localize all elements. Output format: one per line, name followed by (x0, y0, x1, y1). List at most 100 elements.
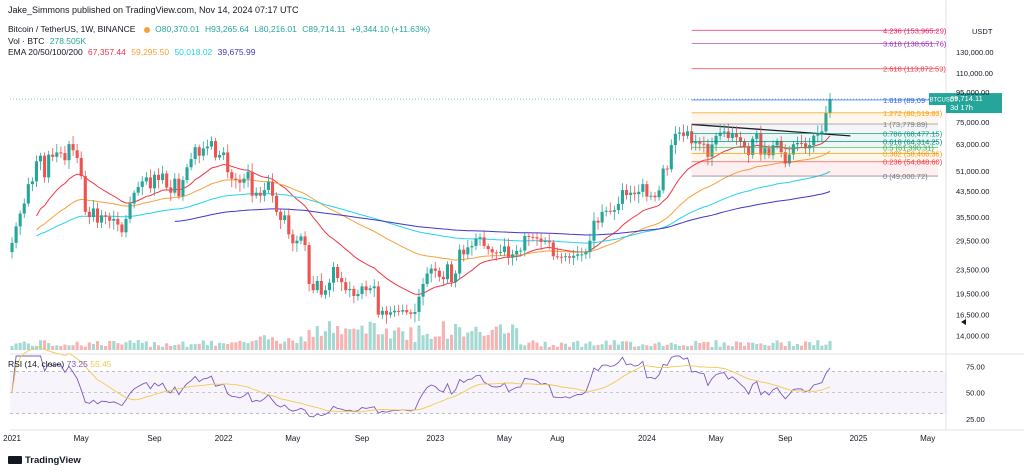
candle-body (568, 256, 572, 258)
volume-bar (189, 344, 193, 350)
candle-body (771, 145, 775, 156)
fib-level-label: 2.618 (113,872.59) (883, 65, 946, 74)
volume-bar (161, 346, 165, 350)
volume-bar (303, 341, 307, 350)
candle-body (311, 283, 315, 291)
ohlc-low: L80,216.01 (254, 24, 297, 34)
volume-bar (197, 343, 201, 350)
volume-bar (629, 341, 633, 350)
candle-body (177, 178, 181, 197)
candle-body (572, 255, 576, 258)
candle-body (657, 190, 661, 198)
fib-band (691, 161, 938, 177)
volume-bar (331, 332, 336, 350)
price-axis-tick: 14,000.00 (956, 332, 989, 341)
volume-bar (702, 341, 706, 350)
volume-bar (307, 329, 311, 350)
volume-bar (234, 342, 238, 350)
volume-bar (222, 343, 226, 350)
volume-bar (340, 334, 344, 350)
candle-body (779, 140, 783, 153)
candle-body (401, 310, 405, 312)
candle-body (474, 238, 478, 246)
candle-body (641, 184, 645, 192)
candle-body (238, 180, 242, 183)
symbol-line: Bitcoin / TetherUS, 1W, BINANCE O80,370.… (8, 24, 433, 34)
candle-body (649, 195, 653, 197)
volume-bar (108, 340, 112, 350)
volume-bar (169, 345, 173, 350)
volume-bar (323, 331, 327, 350)
fib-band (691, 153, 938, 162)
volume-bar (112, 340, 116, 350)
time-axis-tick: May (920, 434, 935, 443)
volume-bar (71, 345, 75, 350)
volume-bar (547, 346, 551, 350)
volume-bar (441, 321, 445, 350)
candle-body (161, 173, 165, 181)
tradingview-brand[interactable]: TradingView (8, 455, 81, 466)
volume-bar (690, 345, 694, 350)
price-axis-tick: 51,000.00 (956, 167, 989, 176)
volume-bar (79, 345, 83, 350)
time-axis-tick: Aug (550, 434, 564, 443)
volume-bar (254, 340, 258, 350)
candle-body (152, 174, 157, 189)
volume-bar (327, 321, 332, 350)
volume-bar (250, 341, 254, 350)
volume-bar (75, 341, 79, 350)
candle-body (344, 282, 348, 291)
volume-bar (824, 344, 828, 350)
candle-body (79, 157, 83, 177)
candle-body (226, 152, 230, 173)
volume-value: 278.505K (49, 36, 87, 46)
current-price-value: 89,714.11 (950, 94, 983, 103)
candle-body (393, 310, 397, 313)
volume-bar (425, 333, 429, 350)
candle-body (230, 172, 234, 179)
candle-body (189, 159, 193, 168)
ema200-value: 39,675.99 (217, 47, 256, 57)
candle-body (360, 286, 364, 295)
candle-body (690, 131, 694, 144)
candle-body (633, 192, 637, 195)
volume-bar (120, 344, 124, 350)
volume-bar (148, 346, 152, 350)
candle-body (787, 154, 791, 164)
volume-bar (372, 322, 376, 350)
ema50-line (36, 150, 831, 261)
volume-bar (673, 344, 677, 350)
candle-body (706, 144, 710, 157)
candle-body (722, 131, 726, 133)
time-axis-tick: May (497, 434, 512, 443)
volume-bar (47, 343, 51, 350)
ohlc-change: +9,344.10 (+11.63%) (350, 24, 431, 34)
candle-body (307, 245, 311, 284)
candle-body (795, 142, 800, 145)
price-axis-tick: 63,000.00 (956, 140, 989, 149)
candle-body (576, 254, 580, 256)
ohlc-high: H93,265.64 (204, 24, 249, 34)
volume-bar (185, 346, 189, 350)
volume-bar (128, 340, 132, 350)
candle-body (181, 180, 185, 197)
time-axis-tick: May (74, 434, 89, 443)
price-axis-tick: 110,000.00 (956, 69, 993, 78)
ohlc-close: C89,714.11 (302, 24, 346, 34)
candle-body (120, 224, 124, 233)
volume-bar (572, 342, 576, 350)
ema100-value: 50,018.02 (174, 47, 213, 57)
volume-bar (156, 345, 161, 350)
volume-bar (531, 340, 535, 350)
volume-bar (527, 342, 531, 350)
candle-body (83, 176, 87, 212)
volume-bar (608, 344, 612, 350)
candle-body (315, 280, 319, 291)
volume-bar (734, 341, 738, 350)
candle-body (535, 237, 539, 239)
candle-body (67, 144, 71, 161)
candle-body (592, 220, 596, 241)
candle-body (661, 168, 665, 191)
candle-body (734, 133, 738, 138)
